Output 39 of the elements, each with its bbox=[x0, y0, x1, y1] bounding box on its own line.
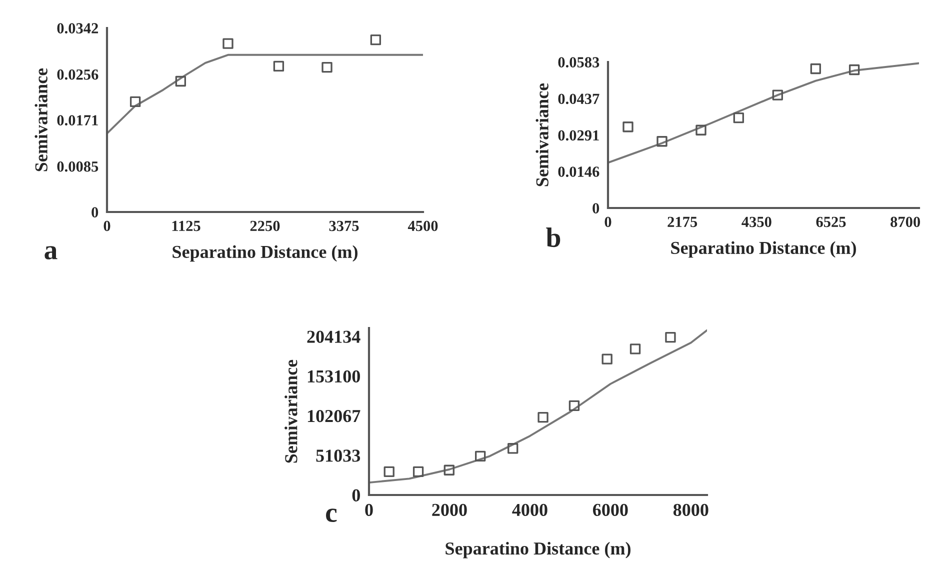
y-tick-label: 0.0171 bbox=[57, 115, 98, 126]
x-axis-title: Separatino Distance (m) bbox=[446, 542, 630, 558]
y-tick-label: 0.0291 bbox=[558, 130, 599, 141]
x-tick-label: 8000 bbox=[673, 504, 708, 516]
y-tick-label: 0 bbox=[592, 203, 600, 214]
x-tick-label: 1125 bbox=[172, 220, 200, 232]
y-tick-label: 0.0256 bbox=[57, 69, 98, 80]
y-tick-label: 0.0146 bbox=[558, 166, 600, 177]
y-axis-title: Semivariance bbox=[536, 83, 548, 186]
y-tick-label: 0.0583 bbox=[558, 57, 600, 68]
x-axis-title: Separatino Distance (m) bbox=[671, 241, 856, 258]
y-tick-label: 204134 bbox=[307, 330, 360, 343]
x-tick-label: 0 bbox=[365, 504, 373, 516]
y-tick-label: 51033 bbox=[316, 450, 360, 462]
x-tick-label: 2250 bbox=[250, 220, 280, 232]
x-tick-label: 3375 bbox=[329, 220, 359, 232]
x-tick-label: 2175 bbox=[668, 216, 698, 228]
x-tick-label: 0 bbox=[604, 216, 612, 228]
text: b bbox=[546, 228, 560, 248]
x-tick-label: 0 bbox=[104, 220, 110, 232]
y-tick-label: 102067 bbox=[308, 410, 360, 422]
x-tick-label: 8700 bbox=[890, 216, 920, 228]
x-tick-label: 2000 bbox=[432, 504, 467, 516]
y-tick-label: 0 bbox=[92, 207, 98, 218]
y-axis-title: Semivariance bbox=[284, 360, 298, 463]
y-tick-label: 0.0342 bbox=[57, 23, 98, 34]
y-tick-label: 153100 bbox=[308, 370, 360, 383]
x-axis-title: Separatino Distance (m) bbox=[172, 245, 358, 262]
x-tick-label: 4000 bbox=[512, 504, 548, 516]
y-tick-label: 0 bbox=[352, 489, 360, 502]
x-tick-label: 6000 bbox=[592, 504, 628, 516]
y-tick-label: 0.0085 bbox=[57, 161, 98, 172]
x-tick-label: 6525 bbox=[816, 216, 846, 228]
text: a bbox=[44, 246, 58, 260]
text: c bbox=[326, 508, 337, 522]
y-tick-label: 0.0437 bbox=[558, 94, 600, 104]
y-axis-title: Semivariance bbox=[34, 68, 48, 172]
x-tick-label: 4500 bbox=[408, 220, 438, 232]
x-tick-label: 4350 bbox=[742, 216, 772, 228]
